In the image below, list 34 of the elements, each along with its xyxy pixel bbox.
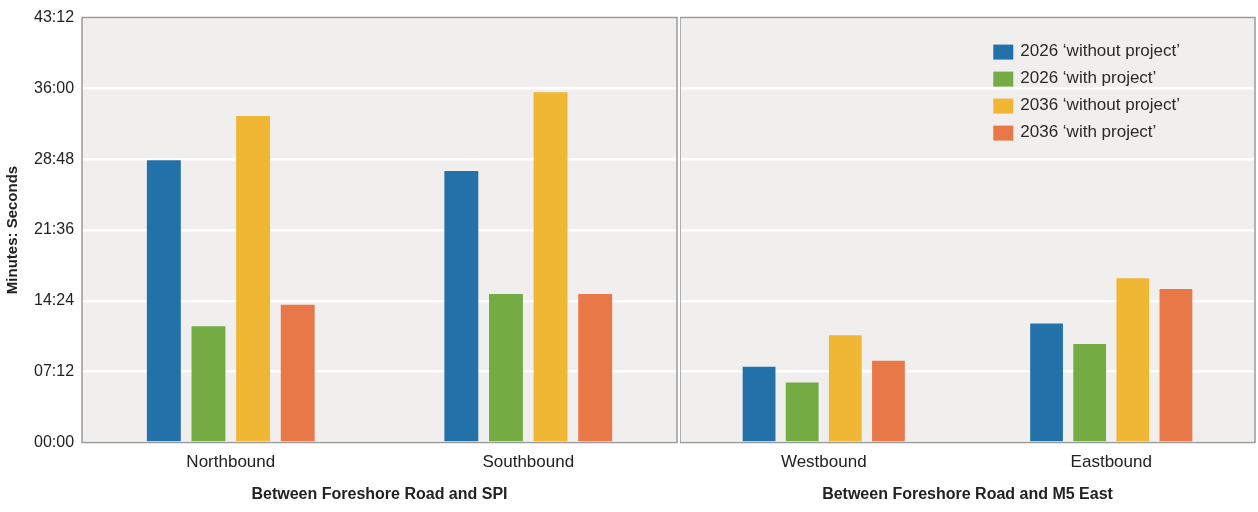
bar: [191, 326, 226, 442]
bar: [444, 171, 479, 442]
x-tick-label: Southbound: [482, 452, 575, 472]
bar: [828, 335, 862, 442]
y-tick-label: 36:00: [33, 78, 75, 96]
bar: [785, 382, 819, 442]
bar: [280, 304, 315, 442]
y-tick-label: 28:48: [33, 149, 75, 167]
y-tick-label: 07:12: [33, 362, 75, 380]
y-tick-label: 43:12: [33, 8, 75, 26]
bar: [578, 293, 613, 442]
legend-label: 2036 ‘without project’: [1020, 95, 1181, 115]
bar: [236, 115, 271, 442]
bar: [146, 160, 181, 442]
x-tick-label: Eastbound: [1070, 452, 1152, 472]
bar: [533, 92, 568, 442]
bar: [872, 360, 905, 442]
bar: [742, 366, 776, 442]
x-axis-title: Between Foreshore Road and SPI: [251, 484, 508, 502]
legend-label: 2036 ‘with project’: [1020, 122, 1157, 142]
bar: [488, 293, 523, 442]
x-tick-label: Northbound: [186, 452, 276, 472]
y-tick-label: 14:24: [33, 291, 75, 309]
bar: [1073, 344, 1107, 442]
bar: [1159, 289, 1193, 442]
x-tick-label: Westbound: [780, 452, 867, 472]
legend-label: 2026 ‘without project’: [1020, 41, 1181, 61]
y-tick-label: 21:36: [33, 220, 75, 238]
y-tick-label: 00:00: [33, 432, 75, 450]
bar: [1030, 323, 1063, 442]
bar: [1116, 278, 1150, 442]
y-axis-title: Minutes: Seconds: [3, 165, 21, 295]
x-axis-title: Between Foreshore Road and M5 East: [822, 484, 1114, 502]
legend-label: 2026 ‘with project’: [1020, 68, 1157, 88]
